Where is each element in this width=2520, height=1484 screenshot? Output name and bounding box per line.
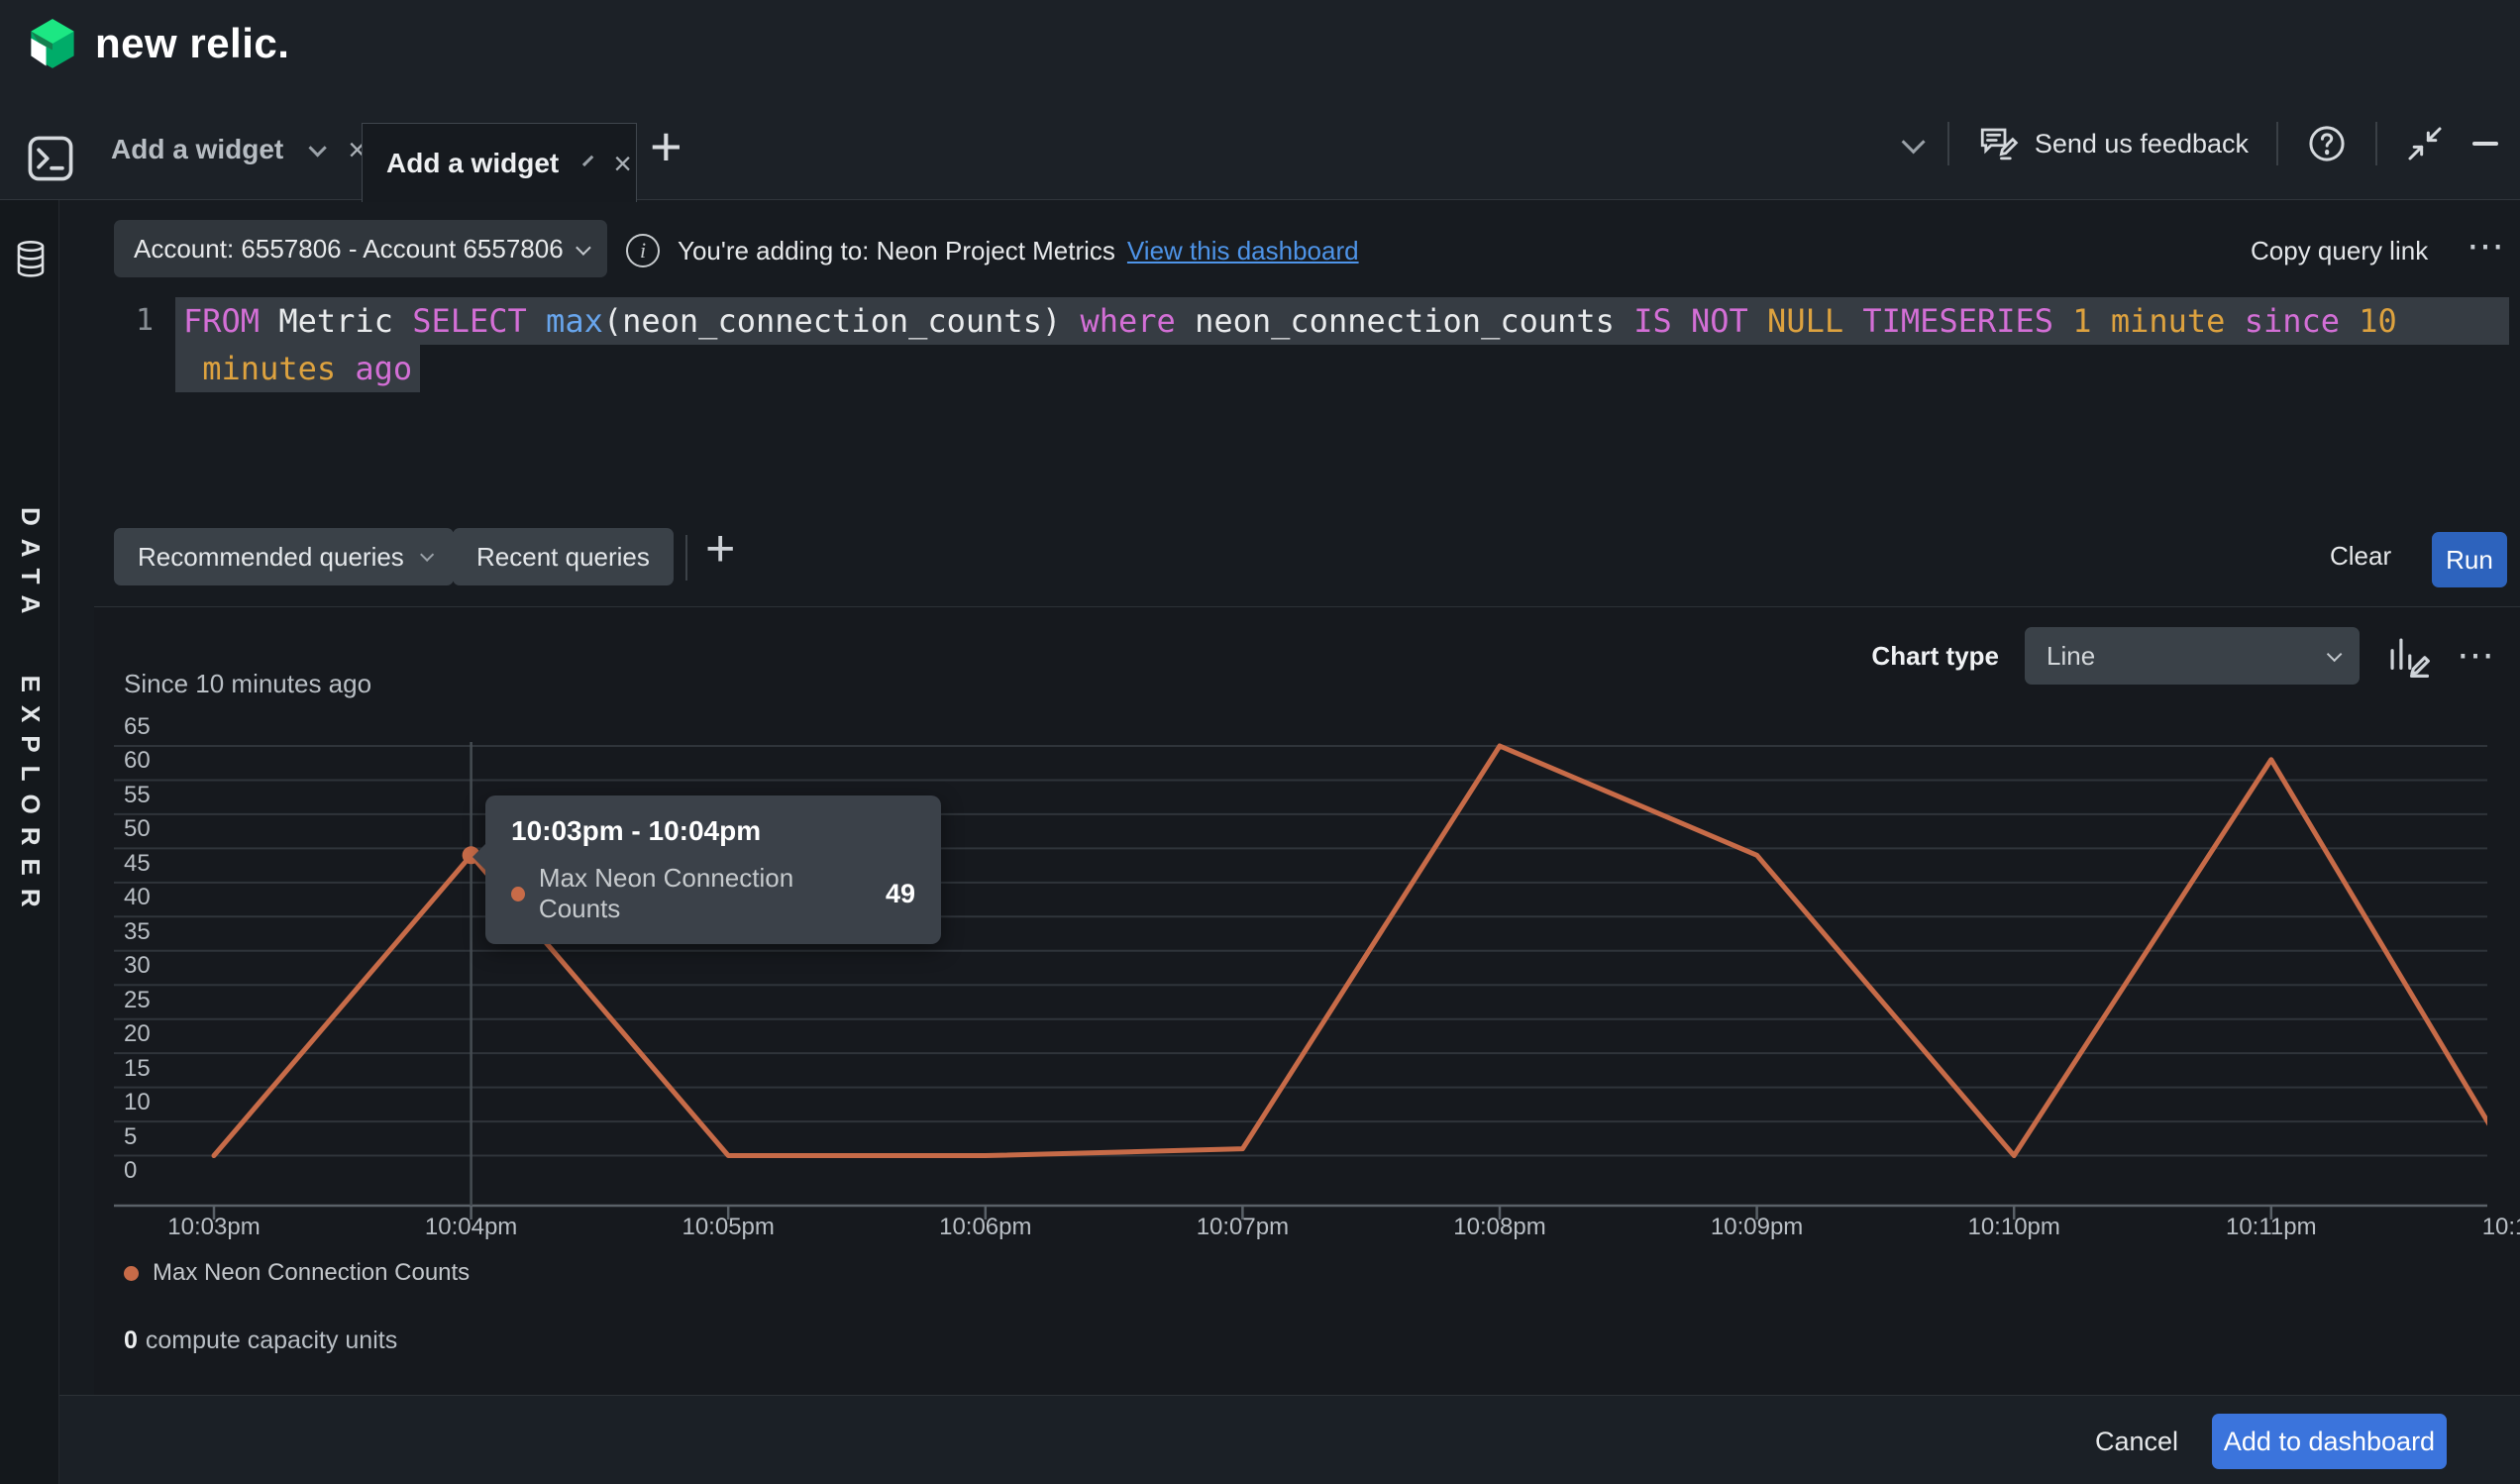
x-tick-label: 10:04pm (424, 1214, 518, 1240)
chart-edit-icon (2390, 638, 2430, 678)
chart-type-select[interactable]: Line (2025, 627, 2360, 685)
data-explorer-terminal-icon[interactable] (25, 133, 76, 184)
legend-label: Max Neon Connection Counts (153, 1259, 471, 1286)
account-selector-label: Account: 6557806 - Account 6557806 (134, 233, 564, 264)
minimize-icon (2472, 142, 2498, 146)
chart-panel: Chart type Line ⋯ Since 10 minutes ago 6… (94, 606, 2520, 1395)
x-tick-label: 10:03pm (167, 1214, 261, 1240)
chevron-down-icon[interactable] (308, 138, 328, 158)
nrql-query-editor[interactable]: 1 FROM Metric SELECT max(neon_connection_… (124, 297, 2509, 392)
new-tab-plus-icon[interactable]: + (650, 115, 682, 177)
recommended-queries-button[interactable]: Recommended queries (114, 528, 454, 585)
collapse-window-button[interactable] (2405, 124, 2445, 163)
feedback-label: Send us feedback (2034, 128, 2249, 159)
y-tick-label: 15 (124, 1054, 151, 1082)
series-dot-icon (124, 1265, 139, 1281)
collapse-arrows-icon (2408, 127, 2442, 160)
chevron-down-icon (576, 239, 591, 256)
code-line[interactable]: minutes ago (124, 345, 2509, 392)
y-tick-label: 20 (124, 1020, 151, 1048)
chevron-down-icon (419, 547, 435, 562)
y-tick-label: 55 (124, 781, 151, 808)
y-tick-label: 60 (124, 747, 151, 775)
account-selector[interactable]: Account: 6557806 - Account 6557806 (114, 220, 607, 277)
y-tick-label: 40 (124, 884, 151, 911)
x-tick-label: 10:12pm (2481, 1214, 2520, 1240)
chart-tooltip: 10:03pm - 10:04pm Max Neon Connection Co… (472, 795, 941, 944)
y-tick-label: 35 (124, 917, 151, 945)
y-tick-label: 0 (124, 1157, 138, 1184)
chart-options-ellipsis-icon[interactable]: ⋯ (2457, 635, 2496, 677)
help-icon (2309, 126, 2345, 161)
chevron-down-icon[interactable] (582, 155, 594, 167)
chevron-down-icon (2326, 646, 2343, 662)
recent-queries-button[interactable]: Recent queries (453, 528, 674, 585)
x-tick-label: 10:09pm (1710, 1214, 1804, 1240)
tab-label: Add a widget (111, 134, 284, 164)
legend-item[interactable]: Max Neon Connection Counts (124, 1259, 470, 1287)
edit-chart-button[interactable] (2385, 633, 2431, 679)
tab-bar: Add a widget × Add a widget × + Send us … (0, 87, 2520, 202)
minimize-button[interactable] (2472, 142, 2498, 146)
y-tick-label: 10 (124, 1089, 151, 1116)
y-tick-label: 30 (124, 952, 151, 980)
line-chart-plot[interactable] (114, 734, 2520, 1229)
new-relic-logo-icon (31, 19, 74, 68)
series-dot-icon (511, 886, 525, 901)
collapse-panel-chevron-icon[interactable] (1901, 129, 1926, 154)
tooltip-value: 49 (885, 878, 915, 908)
query-options-ellipsis-icon[interactable]: ⋯ (2467, 226, 2506, 267)
line-number (124, 345, 154, 392)
code-text: minutes ago (175, 345, 421, 392)
code-text: FROM Metric SELECT max(neon_connection_c… (175, 297, 2509, 345)
run-button[interactable]: Run (2432, 532, 2507, 587)
x-tick-label: 10:08pm (1453, 1214, 1546, 1240)
divider (2375, 122, 2377, 165)
x-tick-label: 10:11pm (2225, 1214, 2317, 1240)
y-tick-label: 25 (124, 986, 151, 1013)
line-number: 1 (135, 303, 154, 338)
feedback-icon (1980, 128, 2019, 160)
chart-type-value: Line (2047, 640, 2096, 671)
compute-capacity-note: 0 compute capacity units (124, 1326, 398, 1354)
adding-to-text: You're adding to: Neon Project Metrics Vi… (678, 236, 1359, 265)
y-tick-label: 45 (124, 849, 151, 877)
left-rail: DATA EXPLORER (0, 200, 59, 1484)
database-icon[interactable] (14, 240, 48, 279)
tab-add-widget-2-active[interactable]: Add a widget × (362, 123, 637, 202)
tooltip-time-range: 10:03pm - 10:04pm (511, 815, 762, 846)
footer-action-bar (59, 1395, 2520, 1484)
x-tick-label: 10:07pm (1196, 1214, 1290, 1240)
divider (1946, 122, 1949, 165)
top-app-bar: new relic. (0, 0, 2520, 87)
info-icon: i (626, 234, 660, 267)
compute-capacity-value: 0 (124, 1326, 138, 1354)
divider (685, 535, 687, 581)
y-tick-label: 65 (124, 713, 151, 740)
chart-type-label: Chart type (1871, 640, 1999, 671)
tab-add-widget-1[interactable]: Add a widget × (89, 111, 388, 188)
x-tick-label: 10:10pm (1967, 1214, 2060, 1240)
x-tick-label: 10:06pm (939, 1214, 1032, 1240)
view-dashboard-link[interactable]: View this dashboard (1126, 236, 1359, 265)
help-button[interactable] (2306, 123, 2348, 164)
copy-query-link-button[interactable]: Copy query link (2251, 236, 2429, 265)
code-line[interactable]: 1 FROM Metric SELECT max(neon_connection_… (124, 297, 2509, 345)
close-icon[interactable]: × (613, 145, 632, 181)
send-feedback-button[interactable]: Send us feedback (1977, 123, 2249, 164)
tab-label: Add a widget (386, 147, 560, 178)
cancel-button[interactable]: Cancel (2095, 1427, 2179, 1456)
y-tick-label: 50 (124, 815, 151, 843)
y-tick-label: 5 (124, 1122, 138, 1150)
clear-button[interactable]: Clear (2330, 541, 2392, 571)
chart-title-since: Since 10 minutes ago (124, 669, 372, 698)
brand-name: new relic. (95, 20, 290, 66)
x-tick-label: 10:05pm (682, 1214, 775, 1240)
sidebar-item-data-explorer[interactable]: DATA EXPLORER (16, 507, 46, 920)
add-to-dashboard-button[interactable]: Add to dashboard (2212, 1414, 2447, 1469)
tooltip-series-name: Max Neon Connection Counts (538, 863, 794, 923)
divider (2276, 122, 2278, 165)
new-relic-logo[interactable]: new relic. (0, 17, 289, 70)
add-query-plus-icon[interactable]: + (705, 520, 736, 578)
